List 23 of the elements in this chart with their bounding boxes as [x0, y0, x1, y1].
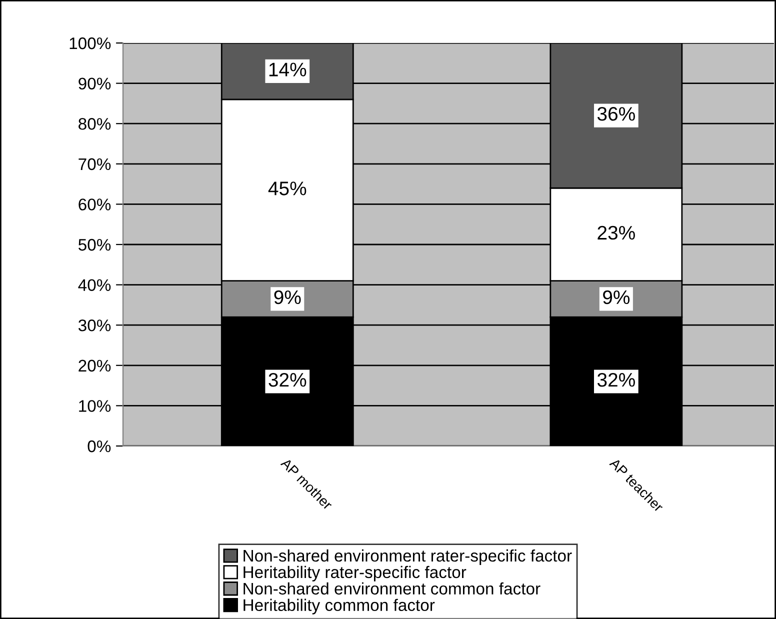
y-tick-label: 30% — [78, 320, 111, 332]
data-label: 45% — [268, 182, 306, 196]
data-label: 32% — [597, 372, 635, 387]
y-tick-label: 70% — [78, 158, 111, 170]
data-label: 32% — [268, 372, 306, 387]
y-tick-label: 40% — [78, 279, 111, 292]
y-tick-label: 80% — [78, 118, 111, 130]
y-tick-label: 0% — [88, 440, 111, 452]
data-label: 36% — [597, 106, 635, 121]
y-tick-label: 20% — [78, 360, 111, 372]
y-tick-label: 100% — [70, 37, 111, 50]
legend-label: Heritability rater-specific factor — [244, 566, 466, 582]
legend-label: Non-shared environment common factor — [244, 582, 540, 595]
y-tick-label: 60% — [78, 198, 111, 210]
y-tick-label: 50% — [78, 238, 111, 251]
legend-label: Non-shared environment rater-specific factor — [244, 549, 572, 565]
data-label: 9% — [603, 290, 630, 304]
y-tick-label: 10% — [79, 400, 111, 412]
data-label: 14% — [269, 62, 306, 76]
legend-label: Heritability common factor — [244, 598, 435, 614]
data-label: 9% — [274, 290, 301, 304]
data-label: 23% — [598, 226, 635, 240]
y-tick-label: 90% — [78, 78, 111, 90]
